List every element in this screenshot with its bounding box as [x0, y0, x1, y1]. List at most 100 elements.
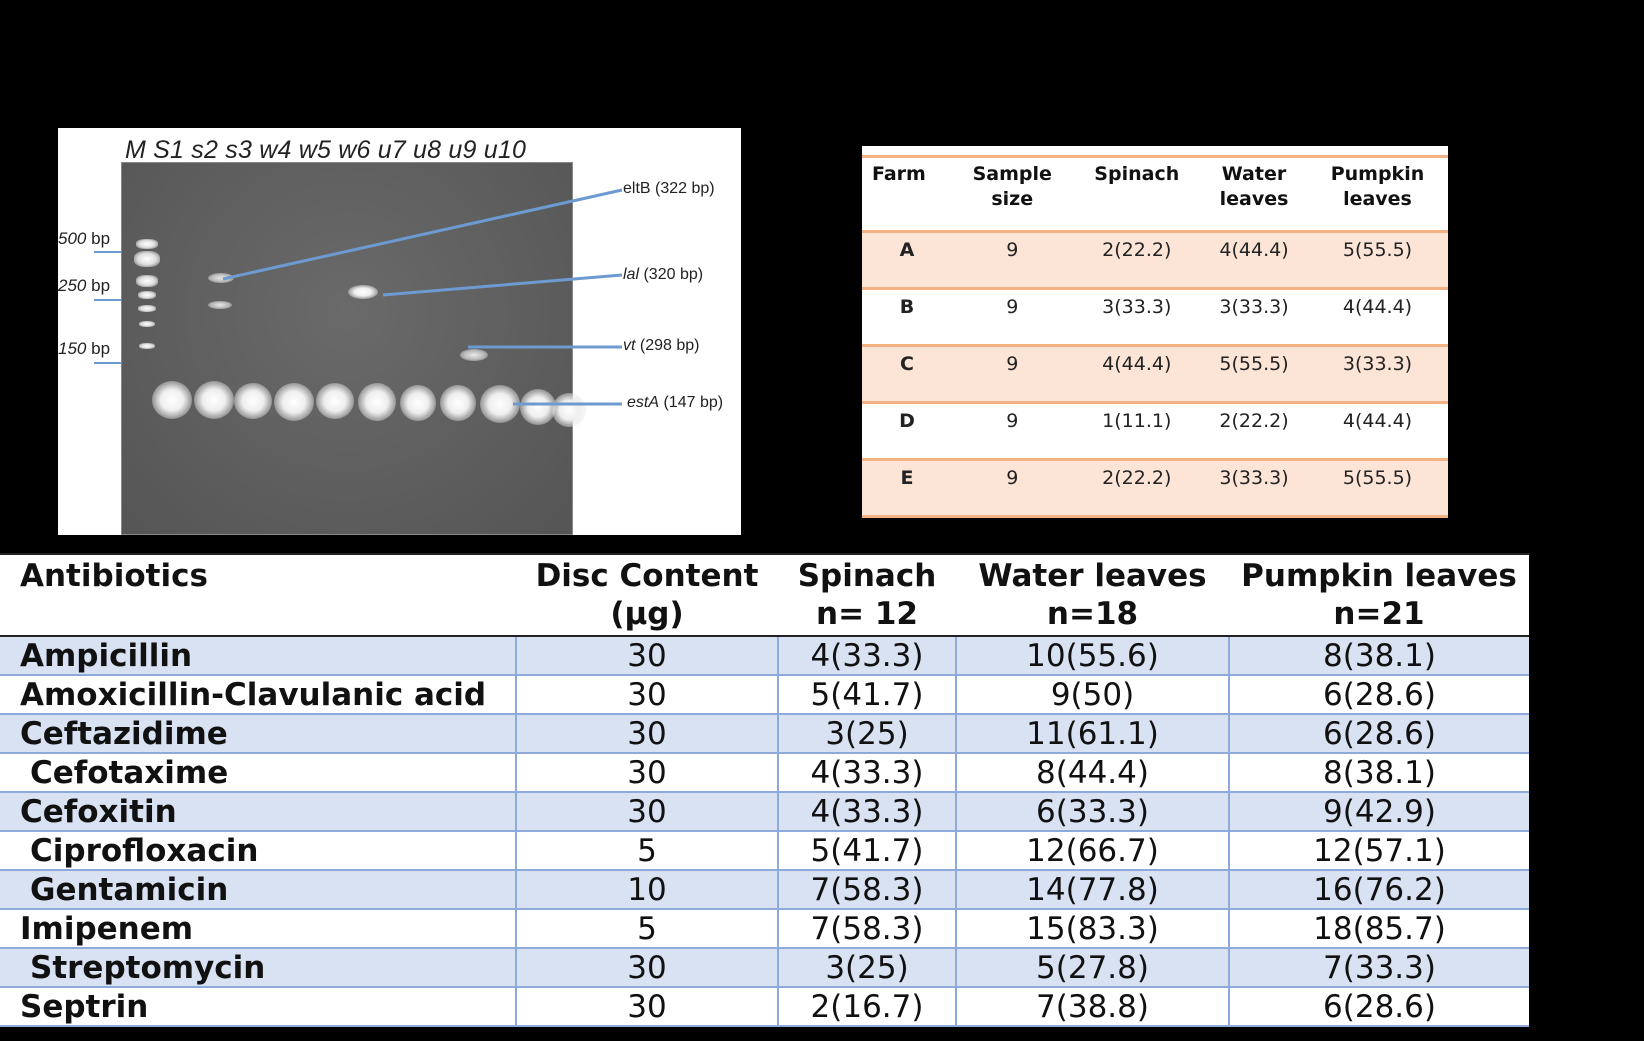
table-row: Gentamicin 10 7(58.3) 14(77.8) 16(76.2): [0, 870, 1529, 910]
table-row: Cefotaxime 30 4(33.3) 8(44.4) 8(38.1): [0, 753, 1529, 793]
marker-tick: [94, 251, 122, 253]
gene-name: lal: [623, 266, 640, 283]
marker-150bp: 150 bp: [58, 339, 110, 359]
band-estA: [440, 385, 476, 421]
header-text: Pumpkin leaves: [1241, 558, 1517, 594]
cell-spinach: 4(33.3): [777, 636, 956, 676]
header-text: n= 12: [816, 596, 918, 632]
table-header-row: Farm Sample size Spinach Water leaves Pump…: [862, 155, 1448, 233]
gel-electrophoresis-figure: M S1 s2 s3 w4 w5 w6 u7 u8 u9 u10 500 bp …: [58, 128, 741, 535]
marker-unit: bp: [91, 229, 111, 248]
cell-pumpkin-leaves: 4(44.4): [1306, 402, 1448, 461]
table-row: E 9 2(22.2) 3(33.3) 5(55.5): [862, 459, 1448, 518]
cell-antibiotic: Cefoxitin: [0, 792, 516, 832]
cell-antibiotic: Imipenem: [0, 909, 516, 949]
band-estA: [552, 393, 586, 427]
cell-pumpkin-leaves: 9(42.9): [1228, 792, 1529, 832]
ladder-band: [136, 239, 158, 249]
cell-spinach: 5(41.7): [777, 675, 956, 715]
column-header-pumpkin-leaves: Pumpkin leaves n=21: [1229, 553, 1529, 637]
table-row: Ampicillin 30 4(33.3) 10(55.6) 8(38.1): [0, 636, 1529, 676]
table-row: A 9 2(22.2) 4(44.4) 5(55.5): [862, 231, 1448, 290]
cell-farm: E: [862, 459, 952, 518]
marker-value: 500: [58, 229, 87, 248]
cell-sample-size: 9: [952, 345, 1073, 404]
cell-water-leaves: 3(33.3): [1201, 288, 1307, 347]
gene-size: (298 bp): [639, 337, 700, 354]
ladder-band: [139, 321, 155, 327]
marker-tick: [94, 362, 122, 364]
cell-disc-content: 5: [515, 909, 778, 949]
header-text: Spinach: [797, 558, 937, 594]
header-text: leaves: [1219, 188, 1289, 210]
cell-farm: D: [862, 402, 952, 461]
cell-farm: C: [862, 345, 952, 404]
cell-antibiotic: Streptomycin: [0, 948, 516, 988]
band-estA: [520, 389, 556, 425]
cell-pumpkin-leaves: 5(55.5): [1306, 459, 1448, 518]
marker-value: 150: [58, 339, 87, 358]
table-row: D 9 1(11.1) 2(22.2) 4(44.4): [862, 402, 1448, 461]
table-row: Streptomycin 30 3(25) 5(27.8) 7(33.3): [0, 948, 1529, 988]
table-row: Cefoxitin 30 4(33.3) 6(33.3) 9(42.9): [0, 792, 1529, 832]
marker-unit: bp: [91, 276, 111, 295]
ladder-band: [138, 305, 156, 312]
column-header-spinach: Spinach: [1072, 155, 1202, 233]
cell-pumpkin-leaves: 8(38.1): [1228, 753, 1529, 793]
table-row: B 9 3(33.3) 3(33.3) 4(44.4): [862, 288, 1448, 347]
cell-pumpkin-leaves: 6(28.6): [1228, 714, 1529, 754]
cell-pumpkin-leaves: 5(55.5): [1306, 231, 1448, 290]
cell-spinach: 5(41.7): [777, 831, 956, 871]
table-row: Amoxicillin-Clavulanic acid 30 5(41.7) 9…: [0, 675, 1529, 715]
gene-label-lal: lal (320 bp): [623, 266, 703, 284]
cell-antibiotic: Amoxicillin-Clavulanic acid: [0, 675, 516, 715]
ladder-band: [134, 251, 160, 267]
band-w6-lal: [348, 285, 378, 299]
gene-size: (322 bp): [655, 180, 715, 197]
cell-disc-content: 30: [515, 948, 778, 988]
gene-label-vt: vt (298 bp): [623, 337, 700, 355]
band-estA: [274, 383, 314, 421]
header-text: Spinach: [1094, 163, 1180, 185]
cell-spinach: 4(33.3): [777, 792, 956, 832]
gene-label-estA: estA (147 bp): [627, 394, 723, 412]
gene-name: estA: [627, 394, 660, 411]
cell-sample-size: 9: [952, 459, 1073, 518]
gene-label-eltB: eltB (322 bp): [623, 180, 715, 198]
cell-pumpkin-leaves: 6(28.6): [1228, 987, 1529, 1027]
marker-250bp: 250 bp: [58, 276, 110, 296]
cell-sample-size: 9: [952, 402, 1073, 461]
ladder-band: [136, 275, 158, 287]
cell-spinach: 7(58.3): [777, 870, 956, 910]
cell-farm: A: [862, 231, 952, 290]
cell-water-leaves: 14(77.8): [955, 870, 1229, 910]
cell-water-leaves: 10(55.6): [955, 636, 1229, 676]
cell-water-leaves: 6(33.3): [955, 792, 1229, 832]
cell-spinach: 3(25): [777, 714, 956, 754]
cell-disc-content: 10: [515, 870, 778, 910]
cell-water-leaves: 7(38.8): [955, 987, 1229, 1027]
cell-spinach: 3(25): [777, 948, 956, 988]
band-estA: [316, 383, 354, 419]
band-s2-eltB: [208, 273, 234, 283]
antibiotic-resistance-table: Antibiotics Disc Content (µg) Spinach n= 1…: [0, 553, 1529, 1027]
column-header-water-leaves: Water leaves: [1201, 155, 1307, 233]
cell-pumpkin-leaves: 6(28.6): [1228, 675, 1529, 715]
column-header-pumpkin-leaves: Pumpkin leaves: [1306, 155, 1448, 233]
cell-spinach: 1(11.1): [1072, 402, 1202, 461]
band-estA: [480, 385, 520, 423]
header-text: Pumpkin: [1330, 163, 1425, 185]
gene-name: vt: [623, 337, 636, 354]
cell-disc-content: 30: [515, 714, 778, 754]
cell-pumpkin-leaves: 18(85.7): [1228, 909, 1529, 949]
cell-pumpkin-leaves: 12(57.1): [1228, 831, 1529, 871]
column-header-spinach: Spinach n= 12: [778, 553, 956, 637]
cell-spinach: 2(22.2): [1072, 459, 1202, 518]
cell-sample-size: 9: [952, 231, 1073, 290]
table-row: Ceftazidime 30 3(25) 11(61.1) 6(28.6): [0, 714, 1529, 754]
table-header-row: Antibiotics Disc Content (µg) Spinach n= 1…: [0, 553, 1529, 637]
band-estA: [358, 383, 396, 421]
cell-spinach: 3(33.3): [1072, 288, 1202, 347]
cell-antibiotic: Gentamicin: [0, 870, 516, 910]
cell-antibiotic: Septrin: [0, 987, 516, 1027]
